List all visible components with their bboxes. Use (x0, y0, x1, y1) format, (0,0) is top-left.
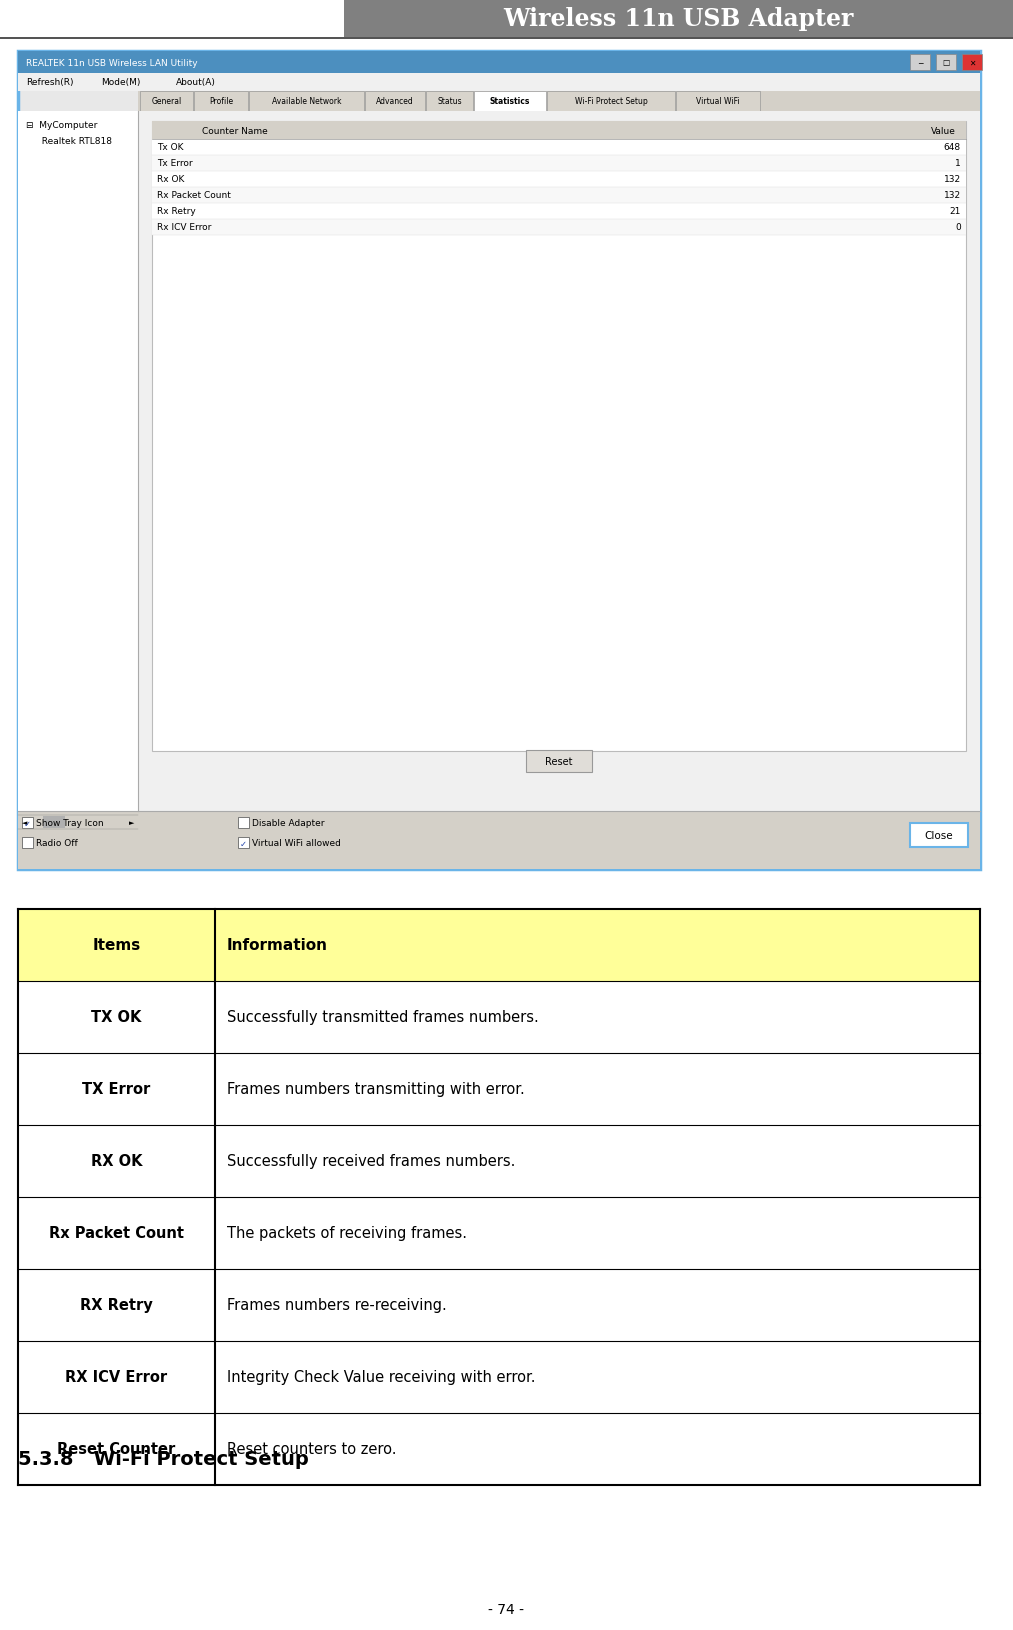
Bar (194, 91, 248, 112)
Text: Status: Status (437, 98, 462, 106)
Bar (22, 838, 33, 849)
Bar (910, 55, 930, 72)
Text: 5.3.8   Wi-Fi Protect Setup: 5.3.8 Wi-Fi Protect Setup (18, 1449, 309, 1469)
Bar (238, 838, 249, 849)
Bar (474, 91, 546, 112)
Text: Reset: Reset (545, 756, 572, 766)
Bar (676, 91, 760, 112)
Text: Radio Off: Radio Off (36, 839, 78, 848)
Bar (936, 55, 956, 72)
Bar (152, 156, 966, 171)
Text: ►: ► (129, 820, 134, 825)
Text: Wireless 11n USB Adapter: Wireless 11n USB Adapter (503, 7, 854, 31)
Text: Rx Packet Count: Rx Packet Count (157, 191, 231, 200)
Bar (547, 91, 675, 112)
Bar (18, 52, 980, 869)
Text: Close: Close (925, 831, 953, 841)
Text: Available Network: Available Network (271, 98, 341, 106)
Text: REALTEK 11n USB Wireless LAN Utility: REALTEK 11n USB Wireless LAN Utility (26, 59, 198, 67)
Bar (22, 818, 33, 828)
Text: Frames numbers transmitting with error.: Frames numbers transmitting with error. (227, 1082, 525, 1097)
Bar (140, 91, 193, 112)
Text: About(A): About(A) (176, 78, 216, 88)
Text: Frames numbers re-receiving.: Frames numbers re-receiving. (227, 1297, 447, 1312)
Text: RX Retry: RX Retry (80, 1297, 153, 1312)
Text: Virtual WiFi: Virtual WiFi (696, 98, 739, 106)
Text: ⊟  MyComputer: ⊟ MyComputer (26, 121, 97, 130)
Bar (18, 910, 980, 981)
Bar (962, 55, 982, 72)
Bar (18, 112, 138, 812)
Text: Statistics: Statistics (490, 98, 530, 106)
Bar (238, 818, 249, 828)
Bar (152, 140, 966, 156)
Text: Reset Counter: Reset Counter (58, 1441, 175, 1457)
Text: Successfully received frames numbers.: Successfully received frames numbers. (227, 1154, 516, 1169)
Text: TX OK: TX OK (91, 1011, 142, 1025)
Text: General: General (152, 98, 181, 106)
Text: RX ICV Error: RX ICV Error (66, 1369, 167, 1384)
Text: Show Tray Icon: Show Tray Icon (36, 818, 103, 828)
Text: Information: Information (227, 937, 328, 954)
Text: Advanced: Advanced (376, 98, 414, 106)
Bar (152, 220, 966, 236)
Bar (0, 37, 1013, 41)
Text: Disable Adapter: Disable Adapter (252, 818, 324, 828)
Text: Wi-Fi Protect Setup: Wi-Fi Protect Setup (574, 98, 647, 106)
Text: Tx OK: Tx OK (157, 143, 183, 153)
Text: Value: Value (931, 127, 956, 135)
Text: ✓: ✓ (24, 818, 31, 828)
Text: 1: 1 (955, 160, 961, 168)
Text: 0: 0 (955, 223, 961, 233)
Bar (43, 817, 65, 828)
Bar (366, 91, 424, 112)
Bar (18, 812, 980, 869)
Text: 21: 21 (949, 207, 961, 217)
Text: 132: 132 (944, 191, 961, 200)
Text: 132: 132 (944, 176, 961, 184)
Text: Rx Packet Count: Rx Packet Count (49, 1226, 184, 1240)
Text: Items: Items (92, 937, 141, 954)
Bar (152, 204, 966, 220)
Text: Successfully transmitted frames numbers.: Successfully transmitted frames numbers. (227, 1011, 539, 1025)
Bar (18, 815, 138, 830)
Text: Counter Name: Counter Name (202, 127, 267, 135)
Bar (18, 52, 980, 73)
Text: Profile: Profile (209, 98, 233, 106)
Text: ◄: ◄ (22, 820, 27, 825)
Text: Realtek RTL818: Realtek RTL818 (36, 137, 112, 147)
Text: Rx ICV Error: Rx ICV Error (157, 223, 212, 233)
Bar (152, 122, 966, 751)
Text: The packets of receiving frames.: The packets of receiving frames. (227, 1226, 467, 1240)
Text: Tx Error: Tx Error (157, 160, 192, 168)
Text: ✓: ✓ (240, 839, 247, 848)
Text: Integrity Check Value receiving with error.: Integrity Check Value receiving with err… (227, 1369, 536, 1384)
Text: Mode(M): Mode(M) (101, 78, 141, 88)
Text: □: □ (942, 59, 949, 67)
Bar (152, 122, 966, 140)
Bar (152, 171, 966, 187)
FancyBboxPatch shape (910, 823, 968, 848)
Text: Rx OK: Rx OK (157, 176, 184, 184)
Text: Virtual WiFi allowed: Virtual WiFi allowed (252, 839, 341, 848)
Text: ✕: ✕ (968, 59, 976, 67)
Text: RX OK: RX OK (91, 1154, 142, 1169)
Bar (18, 73, 980, 91)
Text: 648: 648 (944, 143, 961, 153)
Bar (152, 187, 966, 204)
Text: Reset counters to zero.: Reset counters to zero. (227, 1441, 396, 1457)
Bar (425, 91, 473, 112)
Bar (344, 0, 1013, 37)
Bar (138, 112, 980, 812)
Text: Refresh(R): Refresh(R) (26, 78, 74, 88)
Text: - 74 -: - 74 - (488, 1602, 525, 1615)
Bar (138, 91, 980, 112)
Text: Rx Retry: Rx Retry (157, 207, 196, 217)
Text: TX Error: TX Error (82, 1082, 151, 1097)
Text: ─: ─ (918, 59, 922, 67)
Bar (249, 91, 365, 112)
FancyBboxPatch shape (526, 750, 592, 773)
